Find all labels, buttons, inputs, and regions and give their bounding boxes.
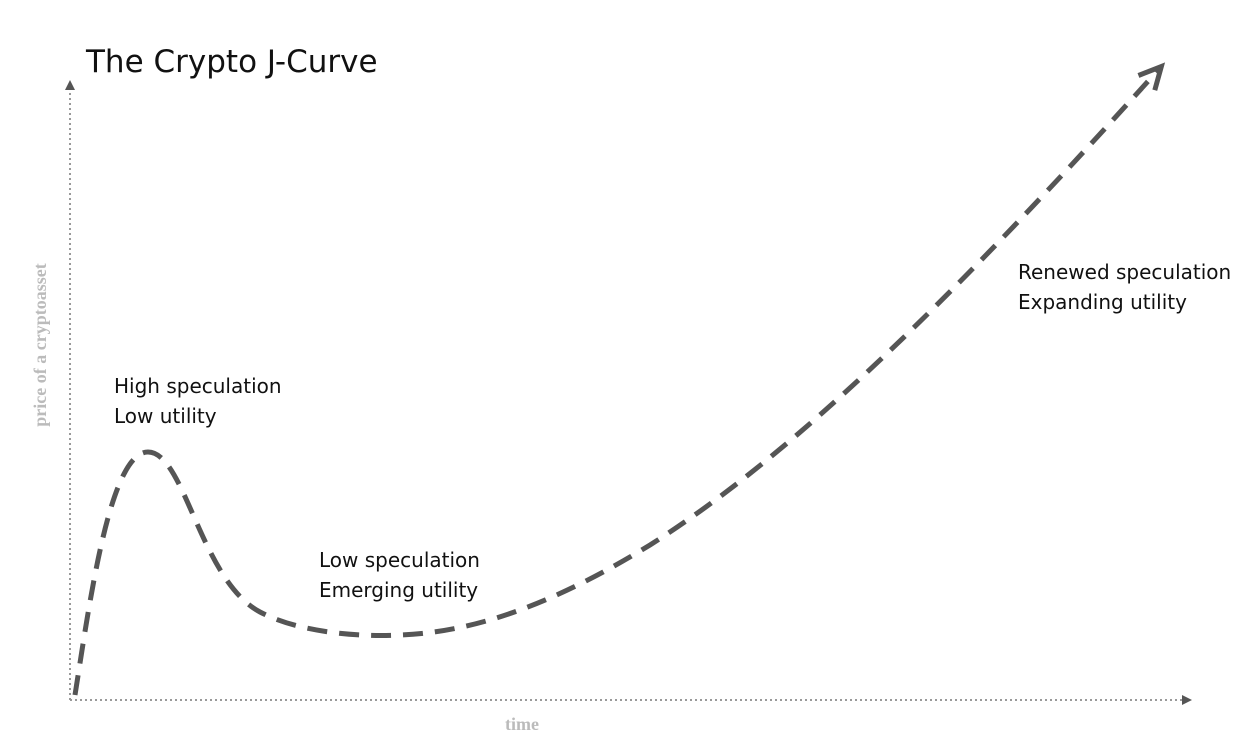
annotation-line: Low speculation	[319, 548, 480, 572]
y-axis-label: price of a cryptoasset	[30, 263, 50, 426]
annotation-line: Emerging utility	[319, 578, 478, 602]
x-axis-label: time	[505, 714, 539, 734]
annotation-line: Renewed speculation	[1018, 260, 1231, 284]
annotations: High speculation Low utility Low specula…	[114, 260, 1231, 602]
j-curve	[72, 62, 1166, 696]
annotation-line: High speculation	[114, 374, 282, 398]
title: The Crypto J-Curve	[85, 44, 378, 80]
annotation-line: Low utility	[114, 404, 217, 428]
annotation-line: Expanding utility	[1018, 290, 1187, 314]
